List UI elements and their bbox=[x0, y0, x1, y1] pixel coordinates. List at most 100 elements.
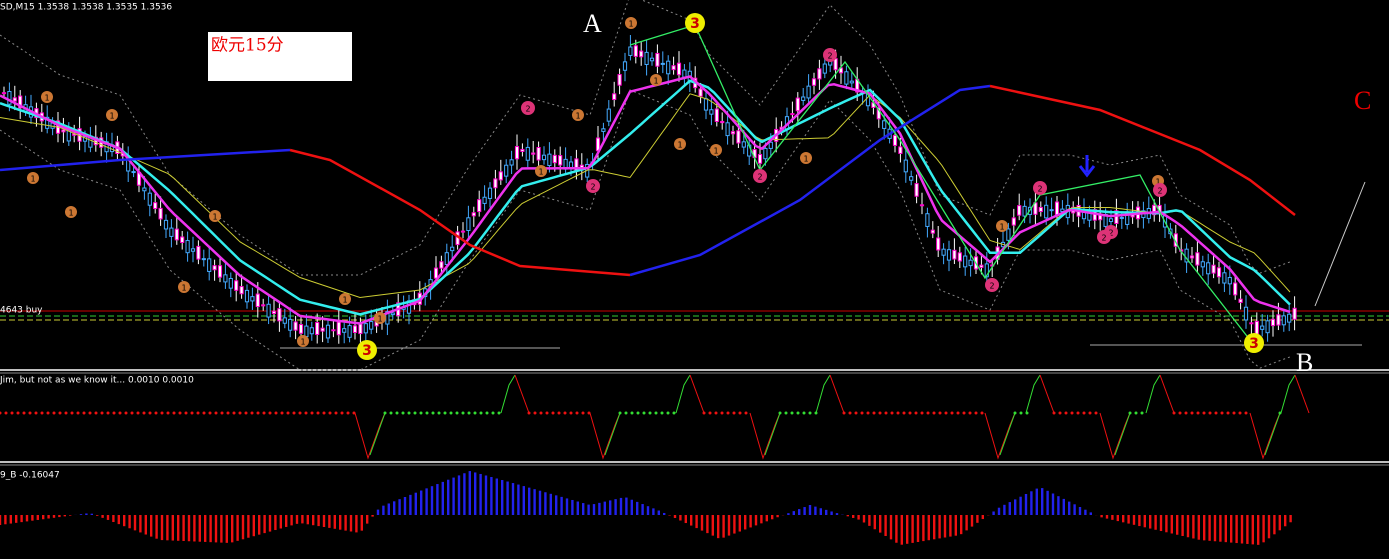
candle-body bbox=[477, 199, 482, 213]
osc-dot bbox=[1202, 411, 1206, 415]
wave-marker bbox=[586, 179, 600, 193]
long-average bbox=[629, 84, 991, 277]
osc-dot bbox=[1172, 411, 1176, 415]
candle-body bbox=[622, 61, 628, 71]
osc-dot bbox=[154, 411, 158, 415]
candle-body bbox=[18, 95, 23, 109]
candle-body bbox=[730, 131, 736, 135]
candle-body bbox=[153, 202, 158, 210]
osc-dot bbox=[666, 411, 670, 415]
candle-body bbox=[1011, 217, 1016, 226]
candle-body bbox=[12, 97, 17, 102]
candle-body bbox=[309, 327, 314, 335]
candle-body bbox=[984, 263, 989, 278]
candle-body bbox=[822, 63, 827, 74]
osc-dot bbox=[533, 411, 537, 415]
candle-body bbox=[639, 50, 644, 58]
osc-dot bbox=[491, 411, 495, 415]
candle-body bbox=[1022, 205, 1027, 217]
candle-body bbox=[336, 321, 341, 336]
wave-marker bbox=[1097, 230, 1111, 244]
candle-body bbox=[304, 325, 309, 338]
candle-body bbox=[801, 96, 806, 101]
wave-marker-label: 1 bbox=[575, 112, 580, 121]
candle-body bbox=[763, 147, 768, 160]
candle-body bbox=[671, 65, 676, 71]
osc-dot bbox=[286, 411, 290, 415]
osc-dot bbox=[407, 411, 411, 415]
candle-body bbox=[158, 207, 163, 220]
candle-body bbox=[1195, 252, 1200, 266]
osc-dot bbox=[708, 411, 712, 415]
candle-body bbox=[390, 312, 395, 316]
candle-body bbox=[903, 159, 908, 173]
candle-body bbox=[601, 128, 606, 132]
osc-dot bbox=[479, 411, 483, 415]
osc-line bbox=[829, 374, 845, 414]
zigzag bbox=[629, 24, 1251, 341]
osc-dot bbox=[0, 411, 2, 415]
candle-body bbox=[617, 74, 622, 86]
candle-body bbox=[655, 52, 660, 67]
candle-body bbox=[212, 265, 217, 271]
candle-body bbox=[844, 71, 849, 85]
candle-body bbox=[741, 141, 746, 148]
candle-body bbox=[1060, 208, 1065, 213]
candle-body bbox=[131, 171, 136, 174]
candle-body bbox=[320, 327, 325, 332]
candle-body bbox=[228, 277, 233, 289]
candle-body bbox=[509, 159, 514, 166]
candle-body bbox=[1281, 315, 1286, 326]
candle-body bbox=[1049, 209, 1054, 212]
osc-dot bbox=[714, 411, 718, 415]
osc-dot bbox=[130, 411, 134, 415]
osc-dot bbox=[485, 411, 489, 415]
osc-dot bbox=[76, 411, 80, 415]
candle-body bbox=[790, 113, 795, 116]
osc-dot bbox=[274, 411, 278, 415]
osc-dot bbox=[866, 411, 870, 415]
osc-dot bbox=[784, 411, 788, 415]
wave-marker-label: 1 bbox=[803, 155, 808, 164]
wave-marker-label: 2 bbox=[989, 282, 994, 291]
candle-body bbox=[882, 120, 887, 129]
osc-dot bbox=[1013, 411, 1017, 415]
candle-body bbox=[558, 155, 563, 166]
osc-dot bbox=[70, 411, 74, 415]
wave-marker-label: 2 bbox=[827, 52, 832, 61]
candle-body bbox=[1211, 264, 1216, 274]
candle-body bbox=[1006, 228, 1011, 241]
osc-dot bbox=[473, 411, 477, 415]
osc-line bbox=[1280, 374, 1296, 414]
candle-body bbox=[7, 91, 12, 105]
candle-body bbox=[234, 280, 239, 291]
candle-body bbox=[180, 236, 185, 244]
candle-body bbox=[271, 310, 277, 315]
osc-line bbox=[1264, 412, 1281, 456]
wave-marker bbox=[1033, 181, 1047, 195]
candle-body bbox=[644, 51, 649, 65]
osc-line bbox=[604, 412, 621, 456]
osc-dot bbox=[890, 411, 894, 415]
wave-count-marker bbox=[1244, 333, 1264, 353]
candle-body bbox=[720, 120, 725, 124]
osc-dot bbox=[118, 411, 122, 415]
osc-dot bbox=[298, 411, 302, 415]
candle-body bbox=[649, 57, 655, 62]
osc-line bbox=[1145, 374, 1161, 414]
candle-body bbox=[1114, 210, 1119, 225]
candle-body bbox=[223, 274, 228, 283]
osc-dot bbox=[328, 411, 332, 415]
osc-dot bbox=[950, 411, 954, 415]
osc-dot bbox=[908, 411, 912, 415]
candle-body bbox=[806, 85, 811, 99]
osc-dot bbox=[292, 411, 296, 415]
osc-dot bbox=[316, 411, 320, 415]
osc-dot bbox=[1190, 411, 1194, 415]
candle-body bbox=[444, 252, 449, 265]
title-box bbox=[208, 32, 352, 81]
candle-body bbox=[217, 265, 223, 278]
osc-dot bbox=[563, 411, 567, 415]
osc-dot bbox=[618, 411, 622, 415]
osc-dot bbox=[40, 411, 44, 415]
